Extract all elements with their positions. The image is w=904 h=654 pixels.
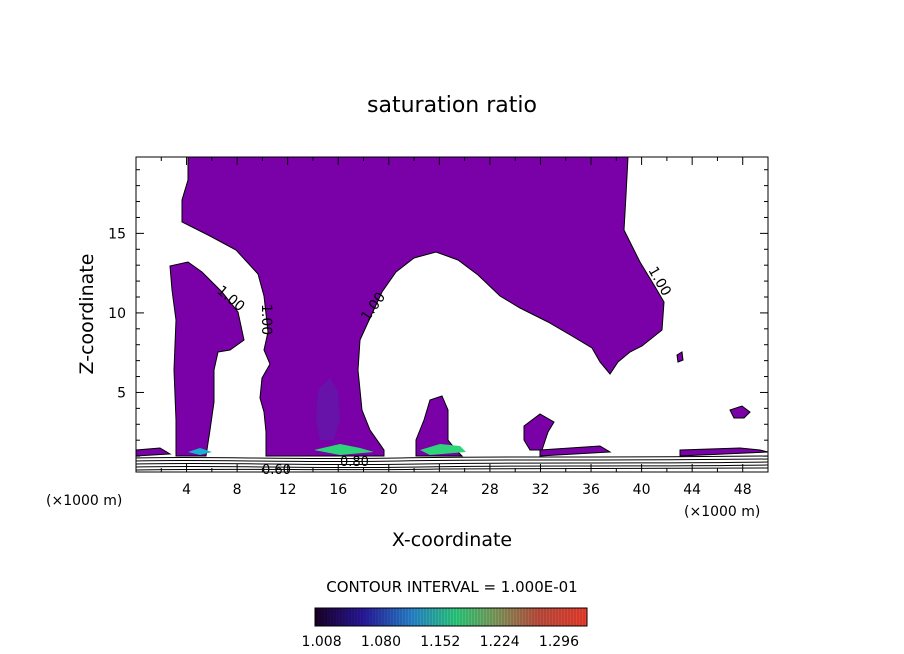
x-tick-label: 4 (182, 482, 191, 498)
x-tick-label: 16 (329, 482, 347, 498)
blue-patch (188, 448, 212, 455)
y-tick-label: 5 (117, 385, 126, 401)
mid-small-region (415, 395, 464, 457)
x-axis-ticks: 4 8 12 16 20 24 28 32 36 40 44 48 (160, 157, 752, 498)
inner-core (316, 378, 340, 440)
colorbar-tick-label: 1.224 (480, 634, 520, 650)
x-tick-label: 32 (532, 482, 550, 498)
colorbar-gradient (314, 607, 588, 627)
colorbar-hatching (316, 608, 585, 626)
tiny-blob (676, 351, 684, 363)
x-tick-label: 40 (633, 482, 651, 498)
chart-title: saturation ratio (367, 93, 537, 118)
colorbar-tick-label: 1.008 (302, 634, 342, 650)
colorbar-tick-label: 1.152 (420, 634, 460, 650)
contour-label-5: 0.60 (262, 463, 291, 478)
far-right-blob (729, 405, 751, 419)
low-band-right (539, 445, 769, 457)
x-unit-right: (×1000 m) (684, 504, 760, 520)
colorbar-tick-label: 1.296 (539, 634, 579, 650)
x-tick-label: 48 (734, 482, 752, 498)
contour-label-2: 1.00 (258, 304, 274, 335)
x-tick-label: 36 (582, 482, 600, 498)
x-tick-label: 28 (481, 482, 499, 498)
green-patch-1 (314, 444, 374, 455)
x-tick-label: 8 (233, 482, 242, 498)
x-tick-label: 12 (279, 482, 297, 498)
colorbar-tick-label: 1.080 (361, 634, 401, 650)
left-column-region (169, 261, 245, 457)
x-tick-label: 20 (380, 482, 398, 498)
contour-interval-text: CONTOUR INTERVAL = 1.000E-01 (326, 578, 577, 596)
green-patch-2 (420, 444, 466, 455)
plot-border (135, 156, 769, 473)
main-cloud-region (181, 156, 665, 457)
x-tick-label: 44 (683, 482, 701, 498)
x-axis-label: X-coordinate (392, 529, 512, 551)
y-tick-label: 10 (108, 306, 126, 322)
surface-contours (135, 455, 769, 471)
contour-label-6: 0.80 (340, 455, 369, 470)
y-axis-ticks: 5 10 15 (108, 169, 768, 457)
right-small-region (523, 413, 555, 451)
x-tick-label: 24 (430, 482, 448, 498)
y-tick-label: 15 (108, 226, 126, 242)
supersaturation-fill (135, 156, 769, 457)
plot-area: 1.00 1.00 1.00 1.00 0.60 0.80 4 8 12 16 20 24… (108, 156, 769, 498)
colorbar-tick-labels: 1.008 1.080 1.152 1.224 1.296 (302, 634, 580, 650)
colorbar: 1.008 1.080 1.152 1.224 1.296 (302, 607, 588, 650)
x-unit-left: (×1000 m) (46, 493, 122, 509)
y-axis-label: Z-coordinate (76, 254, 98, 375)
